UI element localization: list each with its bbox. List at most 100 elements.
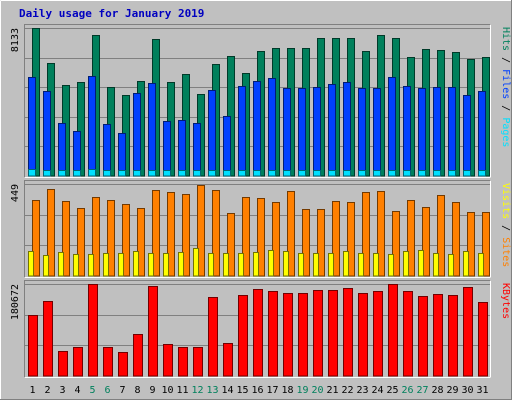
bar-pages-day-19 (298, 170, 306, 177)
bar-kbytes-day-26 (403, 291, 413, 377)
bar-visits-day-1 (28, 251, 34, 277)
bar-files-day-20 (313, 87, 321, 177)
bar-files-day-22 (343, 82, 351, 177)
bar-kbytes-day-18 (283, 293, 293, 377)
x-tick-label-7: 7 (119, 385, 125, 396)
bar-pages-day-5 (88, 169, 96, 177)
x-tick-label-24: 24 (371, 385, 383, 396)
bar-kbytes-day-29 (448, 295, 458, 377)
legend-separator: / (500, 219, 511, 237)
panel-kbytes: 180672 KBytes (10, 280, 511, 378)
bar-visits-day-7 (118, 253, 124, 277)
x-tick-label-28: 28 (431, 385, 443, 396)
bar-visits-day-20 (313, 253, 319, 277)
bar-sites-day-14 (227, 213, 235, 277)
bar-files-day-5 (88, 76, 96, 177)
bar-pages-day-1 (28, 169, 36, 177)
bar-files-day-24 (373, 88, 381, 177)
bar-sites-day-12 (197, 185, 205, 277)
bar-visits-day-13 (208, 253, 214, 277)
bar-pages-day-25 (388, 170, 396, 177)
bar-files-day-30 (463, 95, 471, 177)
x-tick-label-13: 13 (206, 385, 218, 396)
x-tick-label-10: 10 (161, 385, 173, 396)
bar-visits-day-14 (223, 253, 229, 277)
bar-pages-day-12 (193, 170, 201, 177)
bar-kbytes-day-12 (193, 347, 203, 377)
bar-pages-day-23 (358, 170, 366, 177)
bar-sites-day-20 (317, 209, 325, 277)
bar-kbytes-day-1 (28, 315, 38, 377)
bar-kbytes-day-24 (373, 291, 383, 377)
bar-pages-day-6 (103, 170, 111, 177)
bar-sites-day-10 (167, 192, 175, 277)
y-max-label: 449 (10, 184, 21, 202)
bar-files-day-16 (253, 81, 261, 177)
bar-files-day-27 (418, 88, 426, 177)
x-tick-label-31: 31 (476, 385, 488, 396)
x-tick-label-19: 19 (296, 385, 308, 396)
bar-pages-day-2 (43, 170, 51, 177)
bar-files-day-4 (73, 131, 81, 177)
bar-kbytes-day-2 (43, 301, 53, 377)
bar-pages-day-14 (223, 170, 231, 177)
x-tick-label-4: 4 (74, 385, 80, 396)
bar-files-day-7 (118, 133, 126, 177)
y-max-label: 180672 (10, 284, 21, 320)
bar-kbytes-day-19 (298, 293, 308, 377)
bar-files-day-15 (238, 86, 246, 177)
bar-kbytes-day-22 (343, 288, 353, 377)
bar-files-day-12 (193, 123, 201, 177)
chart-panels: 8133 Hits / Files / Pages 449 Visits / Site… (10, 24, 511, 378)
bar-pages-day-11 (178, 170, 186, 177)
bar-files-day-3 (58, 123, 66, 177)
bar-kbytes-day-16 (253, 289, 263, 377)
bar-pages-day-17 (268, 170, 276, 177)
bar-kbytes-day-3 (58, 351, 68, 377)
bar-pages-day-30 (463, 170, 471, 177)
bar-pages-day-7 (118, 170, 126, 177)
bar-kbytes-day-27 (418, 296, 428, 377)
bar-sites-day-6 (107, 200, 115, 277)
bar-files-day-25 (388, 77, 396, 177)
legend-entry-kbytes: KBytes (500, 283, 511, 319)
bar-sites-day-18 (287, 191, 295, 277)
bar-pages-day-26 (403, 170, 411, 177)
legend-hits-files-pages: Hits / Files / Pages (500, 27, 511, 147)
legend-entry-hits: Hits (500, 27, 511, 51)
bar-sites-day-24 (377, 191, 385, 277)
bar-kbytes-day-6 (103, 347, 113, 377)
bar-kbytes-day-4 (73, 347, 83, 377)
bar-sites-day-4 (77, 208, 85, 277)
bar-pages-day-20 (313, 170, 321, 177)
bar-kbytes-day-8 (133, 334, 143, 377)
legend-kbytes: KBytes (500, 283, 511, 319)
x-tick-label-12: 12 (191, 385, 203, 396)
bar-sites-day-2 (47, 189, 55, 277)
bar-kbytes-day-14 (223, 343, 233, 377)
bar-files-day-26 (403, 86, 411, 177)
bar-kbytes-day-21 (328, 290, 338, 377)
bar-visits-day-23 (358, 253, 364, 277)
bar-pages-day-15 (238, 170, 246, 177)
bar-visits-day-27 (418, 250, 424, 277)
bar-visits-day-12 (193, 248, 199, 277)
bar-pages-day-4 (73, 170, 81, 177)
x-tick-label-30: 30 (461, 385, 473, 396)
x-tick-label-1: 1 (29, 385, 35, 396)
bar-sites-day-5 (92, 197, 100, 277)
x-tick-label-3: 3 (59, 385, 65, 396)
x-tick-label-23: 23 (356, 385, 368, 396)
x-tick-label-16: 16 (251, 385, 263, 396)
bar-sites-day-17 (272, 202, 280, 277)
x-tick-label-8: 8 (134, 385, 140, 396)
legend-entry-sites: Sites (500, 237, 511, 267)
bar-kbytes-day-13 (208, 297, 218, 377)
panel-hits-files-pages: 8133 Hits / Files / Pages (10, 24, 511, 178)
bar-visits-day-11 (178, 252, 184, 277)
bar-sites-day-22 (347, 202, 355, 277)
bar-files-day-10 (163, 121, 171, 177)
x-axis: 1 2 3 4 5 6 7 8 9 10 11 12 13 14 15 16 17 18 19 20 21 22 23 24 2… (29, 385, 488, 396)
bar-sites-day-16 (257, 198, 265, 277)
